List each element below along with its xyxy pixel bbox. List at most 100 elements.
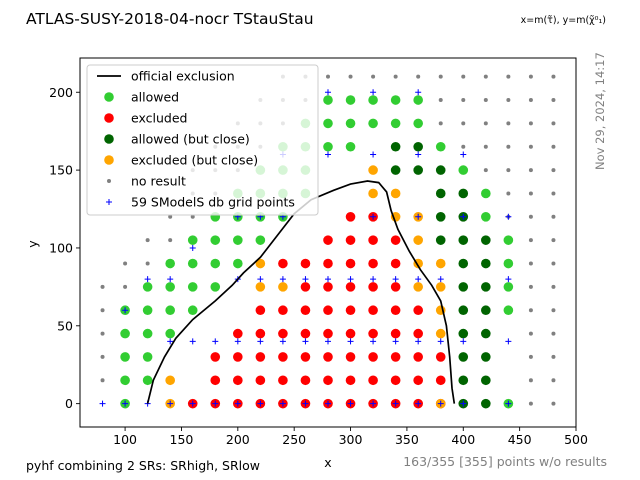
point-allowed-close-24 <box>481 258 491 269</box>
point-allowed-close-21 <box>481 328 491 339</box>
point-excluded-54 <box>390 352 401 362</box>
point-excluded-close-9 <box>413 282 423 292</box>
x-tick-label-350: 350 <box>395 432 419 447</box>
point-excluded-46 <box>368 328 378 339</box>
point-grid-45 <box>392 276 399 283</box>
y-tick-label-0: 0 <box>65 396 73 411</box>
point-noresult-31 <box>461 144 466 149</box>
point-noresult-68 <box>551 261 556 266</box>
legend-label: allowed <box>131 90 179 105</box>
point-grid-27 <box>302 338 309 345</box>
x-tick-label-300: 300 <box>339 432 363 447</box>
point-allowed-5 <box>142 375 153 386</box>
point-grid-11 <box>212 400 219 407</box>
point-excluded-10 <box>255 352 266 362</box>
point-grid-52 <box>437 400 444 407</box>
point-noresult-45 <box>506 98 511 103</box>
point-grid-47 <box>415 338 422 345</box>
chart-title: ATLAS-SUSY-2018-04-nocr TStauStau <box>26 10 314 28</box>
point-grid-23 <box>279 276 286 283</box>
x-tick-label-400: 400 <box>451 432 475 447</box>
point-excluded-28 <box>323 352 333 362</box>
point-noresult-33 <box>461 98 466 103</box>
legend-dot-swatch <box>104 134 114 144</box>
point-excluded-close-4 <box>278 282 288 292</box>
point-noresult-51 <box>528 308 533 313</box>
point-allowed-7 <box>142 328 153 339</box>
point-allowed-22 <box>233 258 243 269</box>
point-allowed-close-4 <box>435 235 446 245</box>
point-excluded-close-16 <box>435 282 446 292</box>
point-allowed-close-3 <box>413 141 423 152</box>
point-grid-35 <box>347 338 354 345</box>
point-grid-2 <box>122 307 129 314</box>
point-noresult-41 <box>506 191 511 196</box>
footer-left: pyhf combining 2 SRs: SRhigh, SRlow <box>26 458 260 473</box>
y-tick-label-200: 200 <box>49 85 73 100</box>
point-allowed-close-19 <box>481 375 491 386</box>
point-allowed-43 <box>345 95 356 105</box>
legend-entry-official: official exclusion <box>97 69 235 84</box>
point-excluded-41 <box>345 235 356 245</box>
point-allowed-close-9 <box>458 375 469 386</box>
point-noresult-67 <box>551 284 556 289</box>
point-noresult-32 <box>461 121 466 126</box>
point-allowed-57 <box>503 305 514 316</box>
point-allowed-close-2 <box>413 165 423 175</box>
point-excluded-23 <box>300 305 311 316</box>
point-allowed-12 <box>165 282 175 292</box>
point-excluded-30 <box>323 305 333 316</box>
point-grid-53 <box>437 338 444 345</box>
legend: official exclusion allowed excluded allowed… <box>86 64 319 216</box>
point-grid-58 <box>460 151 467 158</box>
point-allowed-close-25 <box>481 235 491 245</box>
point-grid-49 <box>415 213 422 220</box>
point-excluded-64 <box>413 305 423 316</box>
point-grid-36 <box>347 276 354 283</box>
point-allowed-40 <box>323 95 333 105</box>
point-grid-21 <box>279 400 286 407</box>
point-noresult-9 <box>168 238 173 243</box>
point-excluded-66 <box>435 375 446 386</box>
point-excluded-57 <box>390 282 401 292</box>
legend-entry-allowed_close: allowed (but close) <box>104 132 250 147</box>
point-grid-62 <box>505 213 512 220</box>
legend-dot-swatch <box>107 179 111 183</box>
point-excluded-35 <box>345 375 356 386</box>
legend-dot-swatch <box>104 92 114 102</box>
point-noresult-42 <box>506 168 511 173</box>
point-allowed-1 <box>120 375 130 386</box>
point-allowed-close-13 <box>458 282 469 292</box>
point-allowed-close-10 <box>458 352 469 362</box>
point-grid-43 <box>392 400 399 407</box>
point-excluded-close-14 <box>435 328 446 339</box>
point-noresult-66 <box>551 308 556 313</box>
point-allowed-16 <box>187 258 198 269</box>
point-excluded-53 <box>390 375 401 386</box>
point-allowed-3 <box>120 328 130 339</box>
x-axis-label: x <box>324 455 331 470</box>
y-tick-label-100: 100 <box>49 240 73 255</box>
point-noresult-59 <box>528 121 533 126</box>
point-noresult-24 <box>348 74 353 79</box>
point-excluded-3 <box>210 352 221 362</box>
point-allowed-15 <box>187 282 198 292</box>
point-noresult-23 <box>326 74 330 79</box>
legend-plus-swatch <box>106 199 112 205</box>
point-allowed-close-20 <box>481 352 491 362</box>
point-excluded-close-3 <box>255 258 266 269</box>
point-excluded-44 <box>368 375 378 386</box>
point-excluded-20 <box>300 375 311 386</box>
point-allowed-14 <box>187 305 198 316</box>
point-noresult-50 <box>528 331 533 336</box>
point-excluded-59 <box>390 235 401 245</box>
point-allowed-44 <box>368 118 378 129</box>
point-grid-32 <box>325 151 331 158</box>
point-grid-8 <box>189 400 196 407</box>
point-noresult-73 <box>551 144 556 149</box>
point-allowed-49 <box>413 95 423 105</box>
point-noresult-62 <box>551 401 556 406</box>
point-grid-14 <box>234 338 241 345</box>
point-excluded-45 <box>368 352 378 362</box>
x-tick-label-100: 100 <box>113 432 137 447</box>
